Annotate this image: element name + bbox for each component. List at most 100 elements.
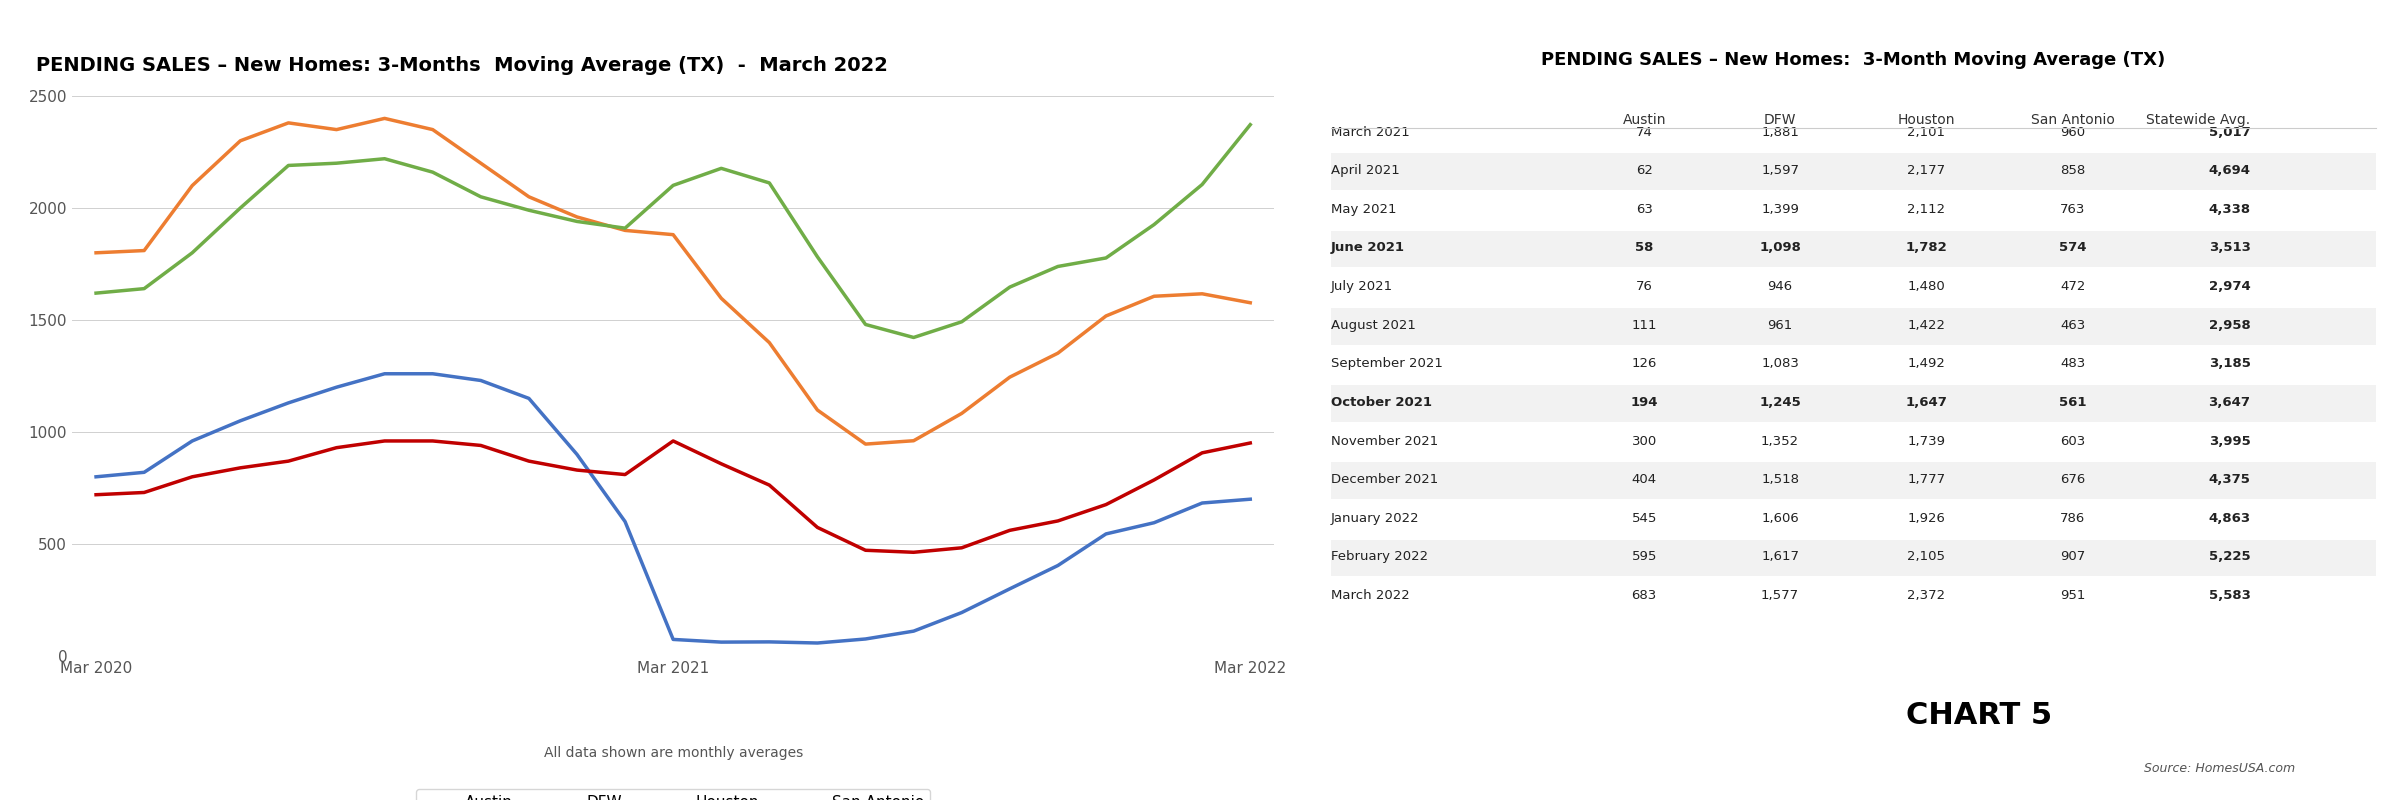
FancyBboxPatch shape: [1330, 578, 2376, 615]
Text: 1,577: 1,577: [1762, 589, 1800, 602]
Text: July 2021: July 2021: [1330, 280, 1392, 293]
Text: October 2021: October 2021: [1330, 396, 1430, 409]
Text: 300: 300: [1632, 434, 1656, 447]
FancyBboxPatch shape: [1330, 346, 2376, 383]
Text: 5,225: 5,225: [2208, 550, 2251, 563]
Text: 1,777: 1,777: [1908, 473, 1946, 486]
Text: 763: 763: [2059, 203, 2086, 216]
Text: May 2021: May 2021: [1330, 203, 1397, 216]
Text: 5,017: 5,017: [2208, 126, 2251, 138]
Text: 3,647: 3,647: [2208, 396, 2251, 409]
Text: 404: 404: [1632, 473, 1656, 486]
Text: 2,958: 2,958: [2208, 318, 2251, 332]
Text: April 2021: April 2021: [1330, 164, 1399, 178]
Text: 5,583: 5,583: [2208, 589, 2251, 602]
FancyBboxPatch shape: [1330, 462, 2376, 499]
Text: 545: 545: [1632, 512, 1656, 525]
Text: DFW: DFW: [1764, 113, 1795, 127]
Text: 603: 603: [2059, 434, 2086, 447]
Text: 1,352: 1,352: [1762, 434, 1800, 447]
Text: September 2021: September 2021: [1330, 358, 1442, 370]
Text: 2,105: 2,105: [1908, 550, 1946, 563]
Text: February 2022: February 2022: [1330, 550, 1428, 563]
Legend: Austin, DFW, Houston, San Antonio: Austin, DFW, Houston, San Antonio: [415, 789, 931, 800]
Text: San Antonio: San Antonio: [2030, 113, 2114, 127]
Text: 1,518: 1,518: [1762, 473, 1800, 486]
Text: 1,606: 1,606: [1762, 512, 1800, 525]
Text: 4,375: 4,375: [2208, 473, 2251, 486]
Text: 4,694: 4,694: [2208, 164, 2251, 178]
Text: 1,098: 1,098: [1759, 242, 1800, 254]
FancyBboxPatch shape: [1330, 308, 2376, 345]
Text: 74: 74: [1637, 126, 1654, 138]
Text: March 2021: March 2021: [1330, 126, 1409, 138]
Text: 126: 126: [1632, 358, 1656, 370]
FancyBboxPatch shape: [1330, 501, 2376, 538]
Text: 2,101: 2,101: [1908, 126, 1946, 138]
FancyBboxPatch shape: [1330, 385, 2376, 422]
Text: 63: 63: [1637, 203, 1654, 216]
Text: 2,177: 2,177: [1908, 164, 1946, 178]
Text: PENDING SALES – New Homes:  3-Month Moving Average (TX): PENDING SALES – New Homes: 3-Month Movin…: [1541, 51, 2165, 69]
Text: 683: 683: [1632, 589, 1656, 602]
Text: March 2022: March 2022: [1330, 589, 1409, 602]
Text: 3,513: 3,513: [2208, 242, 2251, 254]
Text: 1,617: 1,617: [1762, 550, 1800, 563]
Text: 1,492: 1,492: [1908, 358, 1946, 370]
Text: November 2021: November 2021: [1330, 434, 1438, 447]
Text: 2,974: 2,974: [2208, 280, 2251, 293]
Text: 62: 62: [1637, 164, 1654, 178]
FancyBboxPatch shape: [1330, 270, 2376, 306]
Text: Statewide Avg.: Statewide Avg.: [2146, 113, 2251, 127]
Text: 472: 472: [2059, 280, 2086, 293]
Text: 907: 907: [2059, 550, 2086, 563]
Text: 194: 194: [1630, 396, 1658, 409]
FancyBboxPatch shape: [1330, 230, 2376, 267]
Text: 2,372: 2,372: [1908, 589, 1946, 602]
Text: January 2022: January 2022: [1330, 512, 1418, 525]
Text: 3,995: 3,995: [2208, 434, 2251, 447]
Text: 676: 676: [2059, 473, 2086, 486]
Text: 858: 858: [2059, 164, 2086, 178]
Text: 1,881: 1,881: [1762, 126, 1800, 138]
Text: 561: 561: [2059, 396, 2086, 409]
FancyBboxPatch shape: [1330, 539, 2376, 576]
Text: December 2021: December 2021: [1330, 473, 1438, 486]
Text: Houston: Houston: [1898, 113, 1956, 127]
Text: CHART 5: CHART 5: [1906, 701, 2052, 730]
Text: 4,863: 4,863: [2208, 512, 2251, 525]
FancyBboxPatch shape: [1330, 192, 2376, 229]
Text: 58: 58: [1634, 242, 1654, 254]
Text: 76: 76: [1637, 280, 1654, 293]
Text: 1,422: 1,422: [1908, 318, 1946, 332]
Text: 1,739: 1,739: [1908, 434, 1946, 447]
Text: 1,597: 1,597: [1762, 164, 1800, 178]
Text: 1,926: 1,926: [1908, 512, 1946, 525]
Text: PENDING SALES – New Homes: 3-Months  Moving Average (TX)  -  March 2022: PENDING SALES – New Homes: 3-Months Movi…: [36, 56, 888, 75]
Text: Source: HomesUSA.com: Source: HomesUSA.com: [2143, 762, 2294, 775]
Text: 961: 961: [1766, 318, 1793, 332]
Text: 1,480: 1,480: [1908, 280, 1946, 293]
Text: Austin: Austin: [1622, 113, 1666, 127]
Text: 3,185: 3,185: [2208, 358, 2251, 370]
Text: 960: 960: [2059, 126, 2086, 138]
Text: 4,338: 4,338: [2208, 203, 2251, 216]
FancyBboxPatch shape: [1330, 424, 2376, 460]
Text: 1,399: 1,399: [1762, 203, 1800, 216]
Text: 2,112: 2,112: [1908, 203, 1946, 216]
Text: 1,782: 1,782: [1906, 242, 1946, 254]
Text: All data shown are monthly averages: All data shown are monthly averages: [542, 746, 802, 760]
Text: 574: 574: [2059, 242, 2086, 254]
Text: August 2021: August 2021: [1330, 318, 1416, 332]
Text: 463: 463: [2059, 318, 2086, 332]
FancyBboxPatch shape: [1330, 154, 2376, 190]
Text: 951: 951: [2059, 589, 2086, 602]
Text: 483: 483: [2059, 358, 2086, 370]
Text: 1,083: 1,083: [1762, 358, 1800, 370]
Text: 946: 946: [1766, 280, 1793, 293]
Text: 111: 111: [1632, 318, 1656, 332]
Text: June 2021: June 2021: [1330, 242, 1404, 254]
Text: 595: 595: [1632, 550, 1656, 563]
Text: 786: 786: [2059, 512, 2086, 525]
FancyBboxPatch shape: [1330, 114, 2376, 151]
